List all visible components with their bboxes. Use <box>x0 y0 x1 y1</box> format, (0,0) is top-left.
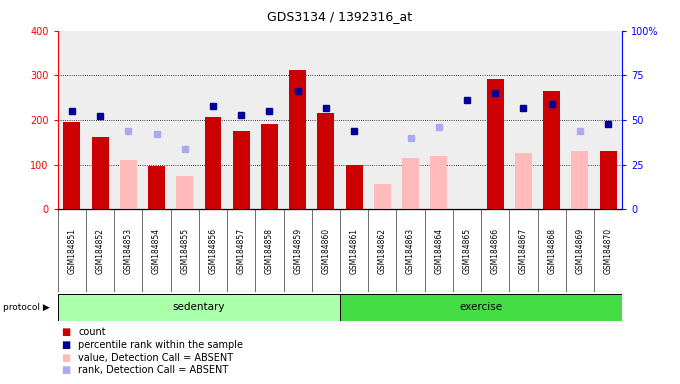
Text: GSM184864: GSM184864 <box>435 227 443 274</box>
Text: GSM184865: GSM184865 <box>462 227 471 274</box>
Text: GSM184862: GSM184862 <box>378 228 387 273</box>
Bar <box>543 91 560 209</box>
Bar <box>289 70 306 209</box>
Text: GSM184855: GSM184855 <box>180 227 189 274</box>
Text: GSM184863: GSM184863 <box>406 227 415 274</box>
Text: GSM184861: GSM184861 <box>350 228 358 273</box>
Text: GSM184853: GSM184853 <box>124 227 133 274</box>
Bar <box>63 122 80 209</box>
Text: GSM184866: GSM184866 <box>491 227 500 274</box>
Text: value, Detection Call = ABSENT: value, Detection Call = ABSENT <box>78 353 233 362</box>
Text: GSM184860: GSM184860 <box>322 227 330 274</box>
Text: ■: ■ <box>61 340 71 350</box>
Bar <box>600 151 617 209</box>
Text: rank, Detection Call = ABSENT: rank, Detection Call = ABSENT <box>78 365 228 375</box>
Text: GSM184857: GSM184857 <box>237 227 245 274</box>
Text: exercise: exercise <box>460 302 503 312</box>
Text: GSM184854: GSM184854 <box>152 227 161 274</box>
Bar <box>148 166 165 209</box>
Text: sedentary: sedentary <box>173 302 225 312</box>
Text: ■: ■ <box>61 353 71 362</box>
Text: GSM184852: GSM184852 <box>96 228 105 273</box>
Text: ■: ■ <box>61 365 71 375</box>
Text: GSM184859: GSM184859 <box>293 227 302 274</box>
Text: ■: ■ <box>61 327 71 337</box>
Text: protocol ▶: protocol ▶ <box>3 303 50 312</box>
Text: GSM184856: GSM184856 <box>209 227 218 274</box>
Text: percentile rank within the sample: percentile rank within the sample <box>78 340 243 350</box>
Bar <box>374 184 391 209</box>
Bar <box>205 117 222 209</box>
Bar <box>92 137 109 209</box>
Bar <box>340 294 622 321</box>
Bar <box>176 176 193 209</box>
Text: GSM184868: GSM184868 <box>547 228 556 273</box>
Text: GSM184867: GSM184867 <box>519 227 528 274</box>
Text: GDS3134 / 1392316_at: GDS3134 / 1392316_at <box>267 10 413 23</box>
Bar <box>261 124 278 209</box>
Bar <box>318 113 335 209</box>
Text: GSM184858: GSM184858 <box>265 228 274 273</box>
Bar <box>571 151 588 209</box>
Bar <box>58 294 340 321</box>
Bar <box>120 160 137 209</box>
Text: count: count <box>78 327 106 337</box>
Bar <box>430 156 447 209</box>
Text: GSM184869: GSM184869 <box>575 227 584 274</box>
Bar <box>515 154 532 209</box>
Bar <box>233 131 250 209</box>
Bar <box>487 79 504 209</box>
Bar <box>402 158 419 209</box>
Text: GSM184870: GSM184870 <box>604 227 613 274</box>
Text: GSM184851: GSM184851 <box>67 228 76 273</box>
Bar <box>345 165 362 209</box>
